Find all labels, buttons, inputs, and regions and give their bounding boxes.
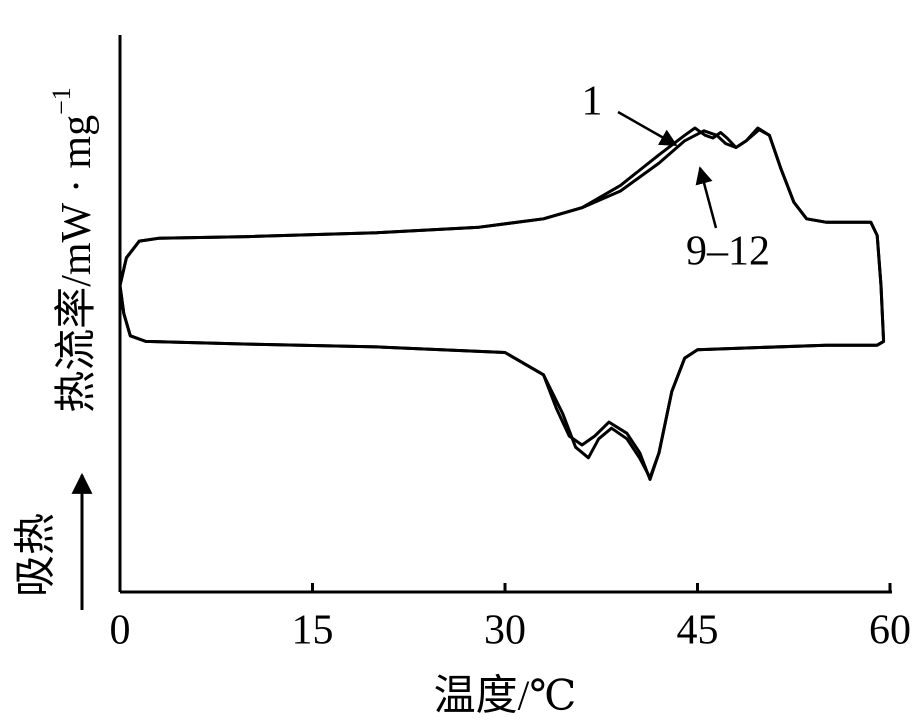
x-tick-label: 30 [484,608,526,654]
series-label: 9–12 [686,229,770,275]
series-line [118,128,886,480]
x-tick-label: 0 [110,608,131,654]
annotation-arrow [695,166,718,229]
endo-label: 吸热 [14,513,60,597]
x-tick-label: 15 [292,608,334,654]
y-axis-label-main: 热流率/mW · mg [53,115,100,413]
x-tick-label: 60 [869,608,911,654]
series-line [118,126,886,481]
y-axis-label-sup: −1 [47,87,76,115]
x-tick-label: 45 [677,608,719,654]
annotation-arrow [617,110,678,147]
y-axis-label-group: 热流率/mW · mg−1 [47,87,100,413]
series-label: 1 [582,79,603,125]
x-axis-label: 温度/℃ [434,674,577,720]
y-axis-label: 热流率/mW · mg−1 [47,87,100,413]
